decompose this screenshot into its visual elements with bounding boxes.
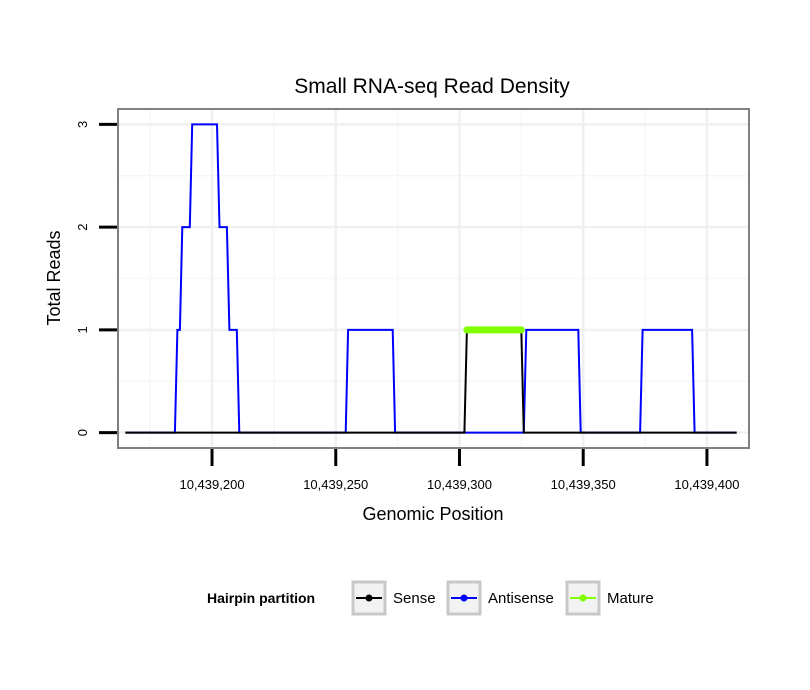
y-tick-label: 0 xyxy=(75,429,90,436)
legend-item-mature: Mature xyxy=(565,580,654,616)
y-tick-label: 1 xyxy=(75,326,90,333)
y-axis-title: Total Reads xyxy=(44,230,64,325)
legend-title: Hairpin partition xyxy=(207,590,315,606)
x-tick-label: 10,439,300 xyxy=(427,477,492,492)
x-tick-label: 10,439,250 xyxy=(303,477,368,492)
y-tick-label: 2 xyxy=(75,224,90,231)
chart-title: Small RNA-seq Read Density xyxy=(294,75,570,98)
legend-item-sense: Sense xyxy=(351,580,436,616)
legend-dot-antisense xyxy=(460,594,468,602)
legend-label-antisense: Antisense xyxy=(488,590,554,607)
x-axis-title: Genomic Position xyxy=(362,504,503,524)
legend: Hairpin partition Sense Antisense Mature xyxy=(207,580,654,616)
legend-dot-mature xyxy=(579,594,587,602)
x-tick-label: 10,439,400 xyxy=(674,477,739,492)
legend-item-antisense: Antisense xyxy=(446,580,554,616)
legend-dot-sense xyxy=(365,594,373,602)
y-tick-label: 3 xyxy=(75,121,90,128)
y-axis: 0 1 2 3 xyxy=(75,121,117,436)
series-lines xyxy=(125,123,737,434)
legend-label-sense: Sense xyxy=(393,590,436,607)
x-tick-label: 10,439,350 xyxy=(551,477,616,492)
x-tick-label: 10,439,200 xyxy=(179,477,244,492)
legend-label-mature: Mature xyxy=(607,590,654,607)
plot-panel-border xyxy=(117,108,750,449)
x-axis: 10,439,200 10,439,250 10,439,300 10,439,350… xyxy=(179,449,739,492)
